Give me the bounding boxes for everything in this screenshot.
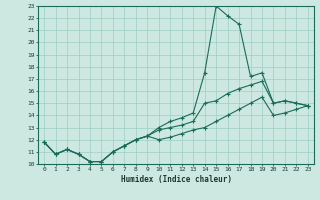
X-axis label: Humidex (Indice chaleur): Humidex (Indice chaleur) (121, 175, 231, 184)
